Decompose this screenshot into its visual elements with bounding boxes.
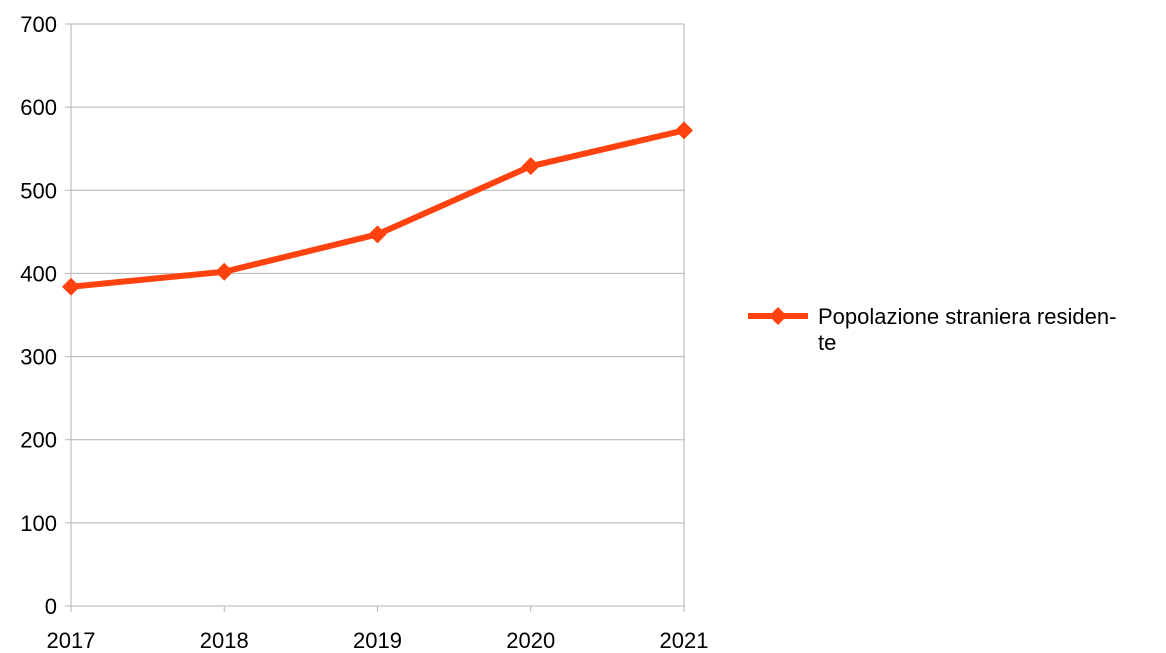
y-tick-labels: 0 100 200 300 400 500 600 700 — [20, 12, 57, 619]
data-point-2021 — [675, 121, 693, 140]
legend-label-line: Popolazione straniera residen- — [818, 304, 1116, 329]
y-tick-label-700: 700 — [20, 12, 57, 37]
y-tick-label-400: 400 — [20, 261, 57, 286]
y-tick-label-500: 500 — [20, 178, 57, 203]
y-tick-label-0: 0 — [45, 594, 57, 619]
y-tick-label-200: 200 — [20, 428, 57, 453]
y-tick-label-600: 600 — [20, 95, 57, 120]
x-tick-label-2018: 2018 — [200, 628, 249, 653]
x-tick-label-2017: 2017 — [47, 628, 96, 653]
series-markers — [62, 121, 693, 296]
data-point-2019 — [368, 225, 387, 244]
legend: Popolazione straniera residen-te — [748, 304, 1116, 355]
axes — [65, 23, 685, 612]
data-point-2018 — [215, 262, 234, 281]
x-tick-label-2019: 2019 — [353, 628, 402, 653]
x-tick-label-2021: 2021 — [660, 628, 709, 653]
y-tick-label-100: 100 — [20, 511, 57, 536]
y-tick-label-300: 300 — [20, 345, 57, 370]
legend-label-line: te — [818, 330, 836, 355]
series-line-0 — [68, 127, 687, 290]
data-point-2020 — [521, 157, 540, 176]
x-tick-labels: 2017 2018 2019 2020 2021 — [47, 628, 709, 653]
series-lines — [68, 127, 687, 290]
x-tick-label-2020: 2020 — [506, 628, 555, 653]
grid-lines — [71, 23, 684, 524]
legend-label: Popolazione straniera residen-te — [818, 304, 1116, 355]
legend-marker-swatch — [769, 307, 787, 325]
data-point-2017 — [62, 277, 80, 296]
